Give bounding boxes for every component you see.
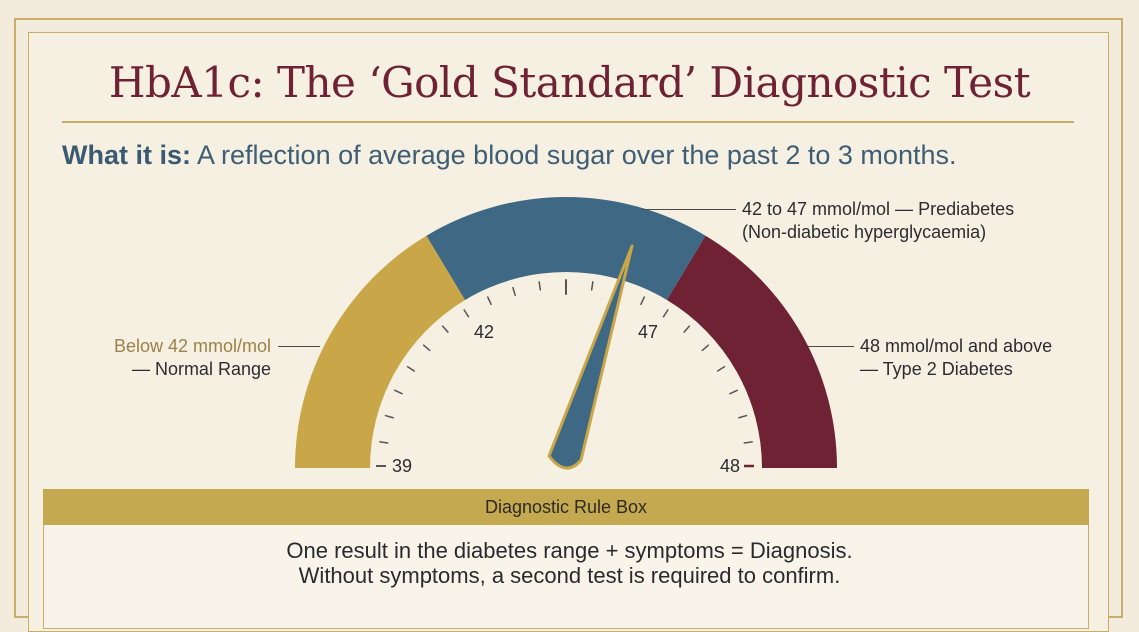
gauge-zone-prediabetes xyxy=(426,197,706,300)
gauge-tick xyxy=(538,281,542,291)
gauge-needle-shape xyxy=(547,244,634,470)
gauge-tick-label: 48 xyxy=(720,456,740,476)
gauge-needle xyxy=(547,244,634,470)
normal-callout-line2: — Normal Range xyxy=(131,359,271,379)
gauge-tick xyxy=(738,414,748,419)
diabetes-callout: 48 mmol/mol and above — Type 2 Diabetes xyxy=(860,335,1052,381)
normal-callout: Below 42 mmol/mol — Normal Range xyxy=(114,335,271,381)
gauge-tick-label: 42 xyxy=(474,322,494,342)
diabetes-callout-line1: 48 mmol/mol and above xyxy=(860,336,1053,356)
gauge-tick xyxy=(463,309,470,318)
gauge-tick xyxy=(729,389,738,395)
gauge-ticks xyxy=(379,279,753,444)
gauge-zones xyxy=(295,197,837,468)
diabetes-callout-line2: — Type 2 Diabetes xyxy=(860,359,1013,379)
gauge-tick xyxy=(406,365,416,372)
prediabetes-callout-line1: 42 to 47 mmol/mol — Prediabetes xyxy=(742,199,1015,219)
prediabetes-leader-line xyxy=(642,209,736,211)
gauge-tick xyxy=(640,296,646,306)
gauge-tick-labels: 39 42 47 48 xyxy=(376,322,754,476)
hba1c-gauge: 39 42 47 48 xyxy=(295,197,837,476)
gauge-tick-label: 47 xyxy=(638,322,658,342)
gauge-tick xyxy=(512,286,516,297)
gauge-tick xyxy=(441,325,449,333)
prediabetes-callout: 42 to 47 mmol/mol — Prediabetes (Non-dia… xyxy=(742,198,1014,244)
what-it-is-line: What it is: A reflection of average bloo… xyxy=(62,140,956,171)
title-divider xyxy=(62,121,1074,123)
gauge-tick xyxy=(743,441,753,444)
gauge-zone-diabetes xyxy=(666,235,837,468)
gauge-tick xyxy=(590,281,594,291)
rule-box-line1: One result in the diabetes range + sympt… xyxy=(286,538,853,563)
normal-callout-prefix: Below xyxy=(113,336,168,356)
what-it-is-label: What it is: xyxy=(62,140,191,170)
normal-callout-value: 42 mmol/mol xyxy=(167,336,271,356)
what-it-is-text: A reflection of average blood sugar over… xyxy=(191,140,957,170)
gauge-tick xyxy=(379,441,389,444)
diabetes-leader-line xyxy=(808,346,854,348)
gauge-tick xyxy=(384,414,394,419)
prediabetes-callout-line2: (Non-diabetic hyperglycaemia) xyxy=(742,222,987,242)
page-title: HbA1c: The ‘Gold Standard’ Diagnostic Te… xyxy=(108,58,1031,107)
gauge-zone-normal xyxy=(295,235,466,468)
normal-leader-line xyxy=(278,346,320,348)
gauge-tick xyxy=(486,296,492,306)
gauge-tick xyxy=(701,344,710,352)
normal-callout-line1: Below 42 mmol/mol xyxy=(114,335,271,358)
gauge-tick xyxy=(394,389,403,395)
gauge-tick-label: 39 xyxy=(392,456,412,476)
gauge-tick xyxy=(716,365,726,372)
rule-box-line2: Without symptoms, a second test is requi… xyxy=(298,563,841,588)
rule-box-heading: Diagnostic Rule Box xyxy=(43,489,1089,525)
gauge-tick xyxy=(683,325,691,333)
gauge-tick xyxy=(422,344,431,352)
gauge-tick xyxy=(662,309,669,318)
